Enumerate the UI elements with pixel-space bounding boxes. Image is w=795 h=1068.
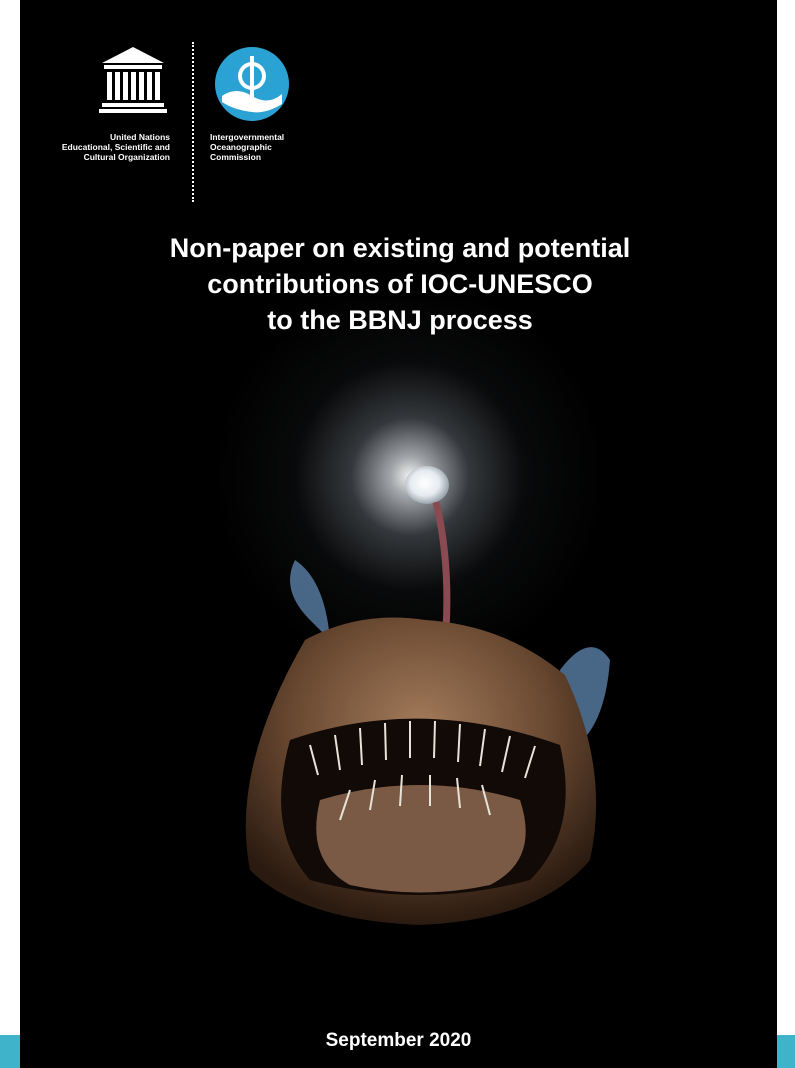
anglerfish-icon [245, 466, 610, 925]
title-line: contributions of IOC-UNESCO [207, 269, 593, 299]
report-title: Non-paper on existing and potential cont… [80, 230, 720, 338]
title-line: Non-paper on existing and potential [169, 233, 631, 263]
title-line: to the BBNJ process [267, 305, 533, 335]
report-cover: United Nations Educational, Scientific a… [20, 0, 777, 1068]
logo-divider [192, 42, 194, 202]
publication-date: September 2020 [325, 1030, 472, 1051]
ioc-caption: Intergovernmental Oceanographic Commissi… [210, 132, 285, 162]
unesco-temple-icon [99, 47, 167, 113]
unesco-caption: United Nations Educational, Scientific a… [61, 132, 170, 162]
ioc-wave-icon [215, 47, 289, 121]
logo-block: United Nations Educational, Scientific a… [20, 30, 350, 202]
